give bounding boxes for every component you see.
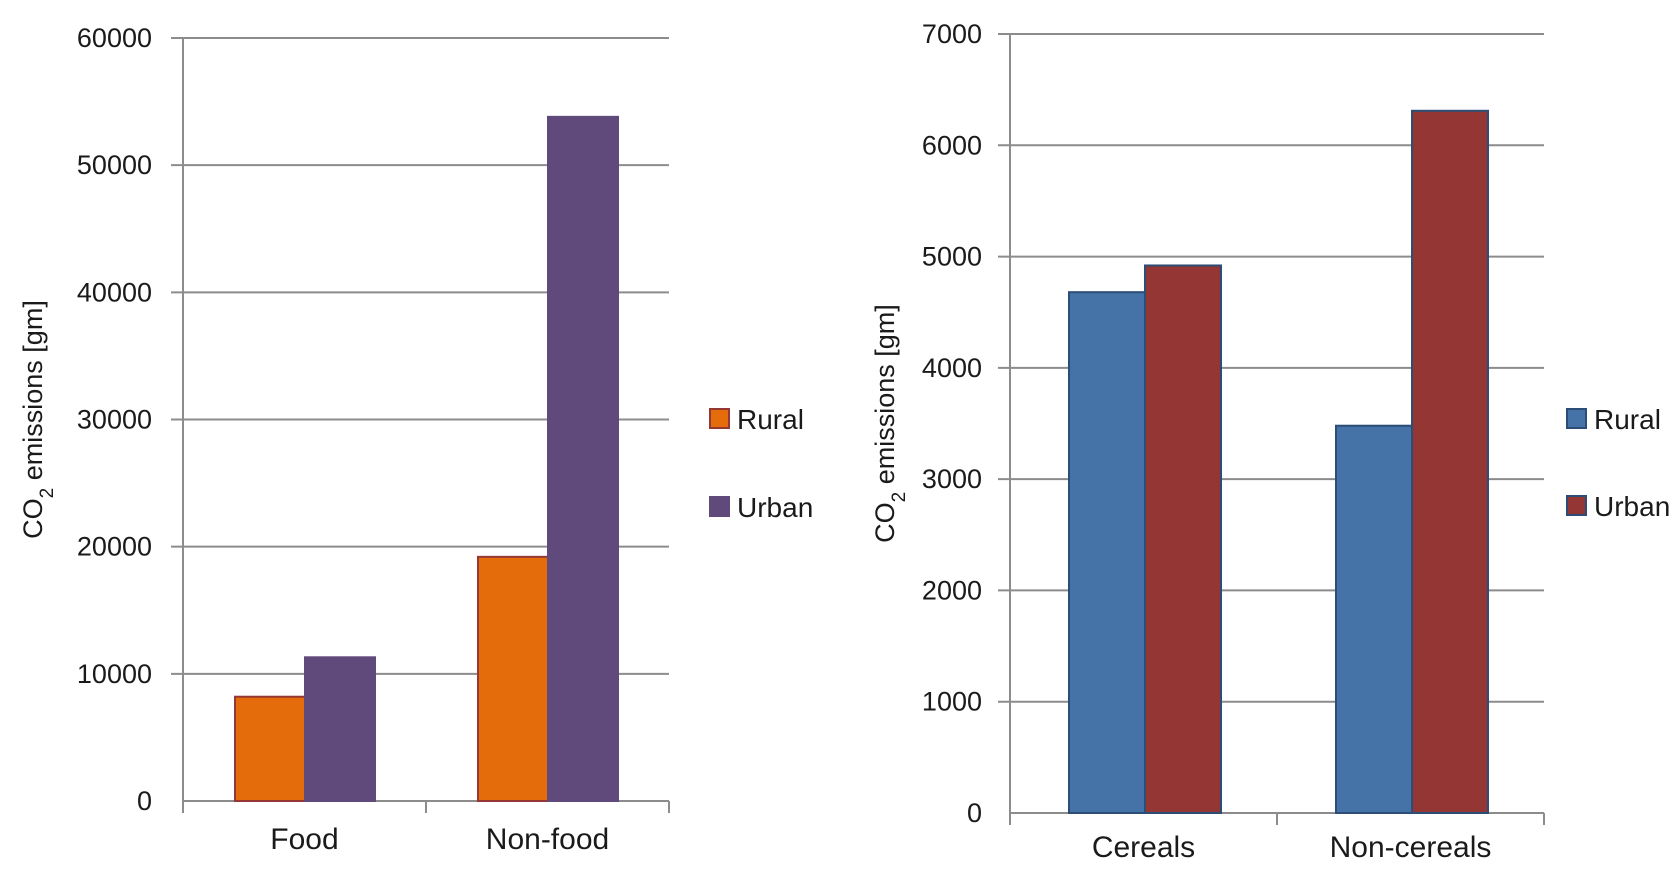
y-axis-label-rest: emissions [gm] xyxy=(18,300,48,488)
y-tick-label: 20000 xyxy=(77,532,152,562)
bar-urban-non-cereals xyxy=(1411,109,1489,814)
y-tick-label: 4000 xyxy=(922,353,982,383)
y-axis-label: CO2 emissions [gm] xyxy=(870,304,910,543)
y-tick-label: 50000 xyxy=(77,150,152,180)
y-tick-label: 7000 xyxy=(922,19,982,49)
bar-rural-non-food xyxy=(477,555,549,803)
y-tick-label: 3000 xyxy=(922,464,982,494)
bar-rural-food xyxy=(234,695,306,802)
y-axis-label-subscript: 2 xyxy=(37,488,58,499)
y-axis-label-base: CO xyxy=(18,498,48,539)
y-axis-label-base: CO xyxy=(870,502,900,543)
legend: Rural Urban xyxy=(1566,404,1670,522)
x-category-label: Cereals xyxy=(1092,831,1195,864)
bar-urban-cereals xyxy=(1144,264,1222,814)
legend-label: Urban xyxy=(737,492,813,523)
legend-swatch-rural xyxy=(709,408,730,429)
y-tick-label: 5000 xyxy=(922,242,982,272)
bar-urban-food xyxy=(304,656,376,803)
legend-label: Urban xyxy=(1594,491,1670,522)
y-axis-label: CO2 emissions [gm] xyxy=(18,300,58,539)
y-tick-label: 30000 xyxy=(77,405,152,435)
y-tick-label: 40000 xyxy=(77,277,152,307)
x-category-label: Food xyxy=(270,823,338,856)
chart-1: 0 10000 20000 30000 40000 50000 60000 Food Non-f… xyxy=(18,23,813,856)
y-axis-label-subscript: 2 xyxy=(889,492,910,503)
chart-2: 0 1000 2000 3000 4000 5000 6000 7000 Cereals Non-… xyxy=(870,19,1670,864)
y-tick-label: 60000 xyxy=(77,23,152,53)
bar-urban-non-food xyxy=(547,115,619,803)
legend-label: Rural xyxy=(737,404,804,435)
legend-swatch-urban xyxy=(709,496,730,517)
y-tick-label: 2000 xyxy=(922,575,982,605)
bar-rural-non-cereals xyxy=(1335,424,1413,814)
legend-swatch-rural xyxy=(1566,408,1587,429)
legend: Rural Urban xyxy=(709,404,813,523)
y-tick-label: 1000 xyxy=(922,687,982,717)
legend-swatch-urban xyxy=(1566,495,1587,516)
x-category-label: Non-food xyxy=(486,823,609,856)
bar-rural-cereals xyxy=(1068,291,1146,814)
y-tick-label: 6000 xyxy=(922,130,982,160)
y-axis-label-rest: emissions [gm] xyxy=(870,304,900,492)
y-tick-label: 10000 xyxy=(77,659,152,689)
y-tick-label: 0 xyxy=(137,786,152,816)
y-tick-label: 0 xyxy=(967,798,982,828)
legend-label: Rural xyxy=(1594,404,1661,435)
x-category-label: Non-cereals xyxy=(1330,831,1492,864)
